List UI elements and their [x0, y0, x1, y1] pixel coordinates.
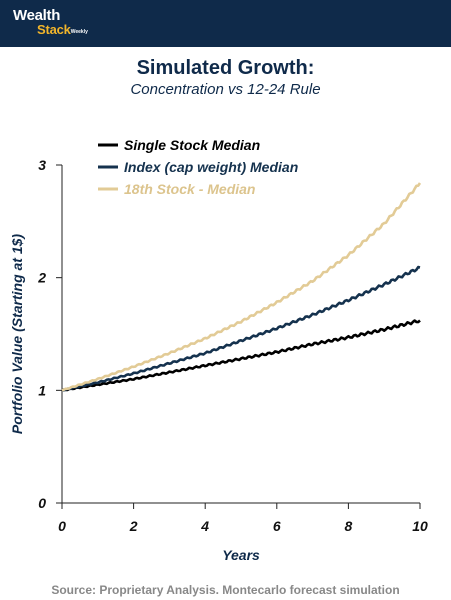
x-tick-label: 2	[129, 518, 138, 534]
y-tick-label: 2	[37, 270, 46, 286]
chart-axes: 0 1 2 3 0 2 4 6 8 10 Years Portfolio Value (Startin…	[9, 157, 428, 563]
chart-title: Simulated Growth:	[136, 57, 315, 79]
x-axis-title: Years	[222, 547, 260, 563]
series-line-3	[61, 182, 422, 392]
chart-series-lines	[61, 182, 422, 392]
logo-stack-text: Stack	[37, 22, 71, 37]
x-tick-label: 8	[345, 518, 353, 534]
x-tick-label: 4	[200, 518, 209, 534]
logo-wealth-text: Wealth	[13, 7, 61, 24]
x-tick-label: 10	[412, 518, 428, 534]
series-line-1	[61, 319, 421, 392]
wealth-stack-logo: Wealth StackWeekly	[13, 8, 88, 39]
chart-subtitle: Concentration vs 12-24 Rule	[130, 81, 321, 98]
legend-label-2: Index (cap weight) Median	[124, 159, 298, 175]
header-bar: Wealth StackWeekly	[0, 0, 451, 47]
chart-legend: Single Stock Median Index (cap weight) Me…	[98, 137, 298, 197]
y-tick-label: 3	[38, 157, 46, 173]
x-tick-label: 0	[58, 518, 66, 534]
legend-label-3: 18th Stock - Median	[124, 181, 255, 197]
x-tick-label: 6	[273, 518, 281, 534]
y-tick-label: 1	[38, 382, 46, 398]
series-line-2	[61, 265, 421, 392]
source-note: Source: Proprietary Analysis. Montecarlo…	[51, 583, 400, 597]
logo-weekly-text: Weekly	[70, 29, 88, 35]
y-axis-title: Portfolio Value (Starting at 1$)	[9, 234, 25, 435]
y-tick-label: 0	[38, 495, 46, 511]
legend-label-1: Single Stock Median	[124, 137, 260, 153]
